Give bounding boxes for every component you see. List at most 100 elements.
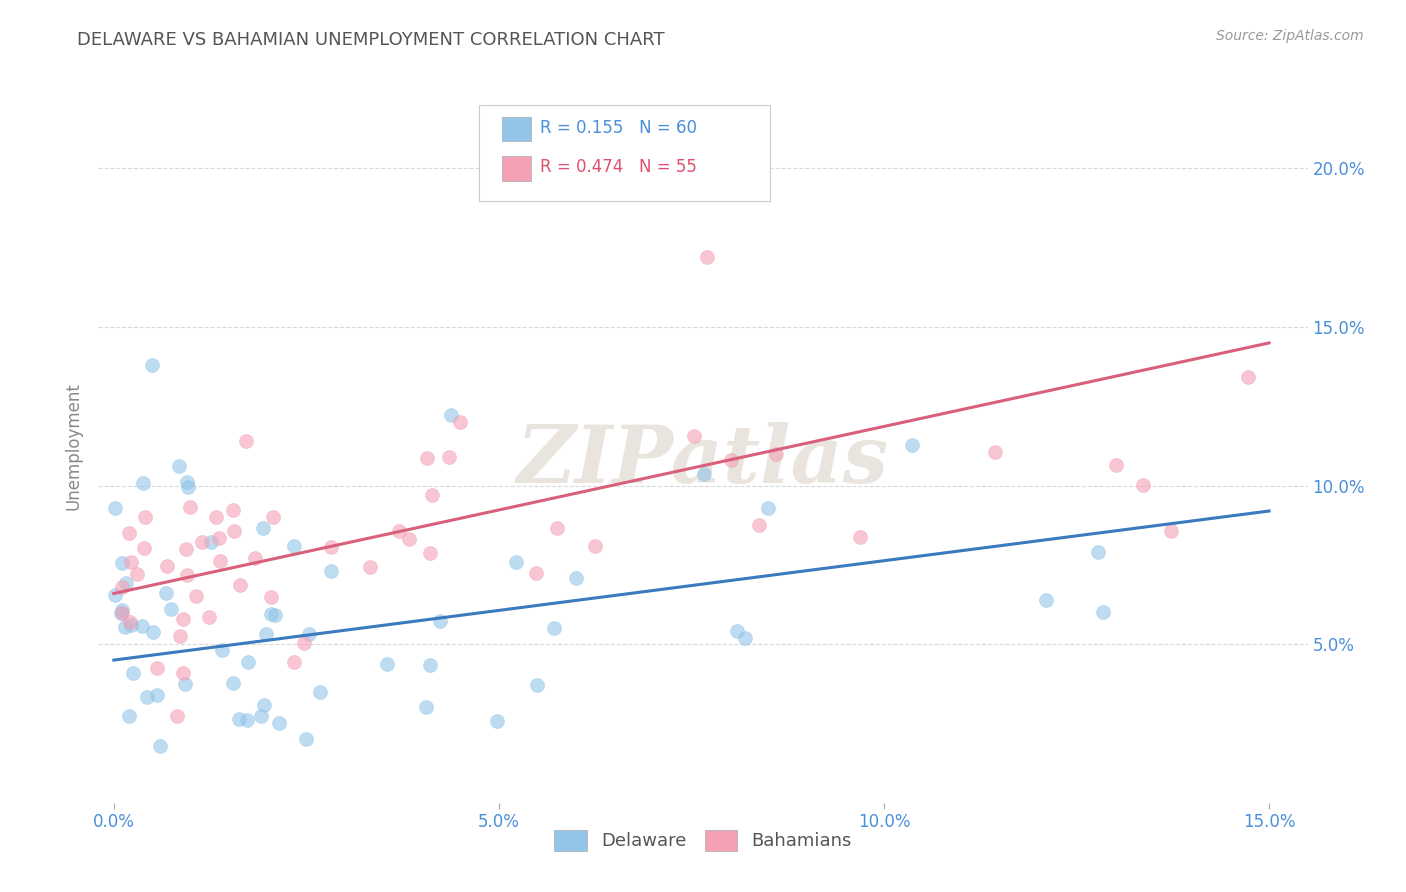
- Point: [1237, 369, 1260, 384]
- Point: [166, 708, 188, 723]
- Point: [146, 661, 169, 675]
- Point: [131, 619, 153, 633]
- FancyBboxPatch shape: [479, 105, 769, 202]
- Point: [419, 546, 441, 560]
- Point: [104, 588, 127, 602]
- FancyBboxPatch shape: [502, 156, 531, 180]
- Point: [388, 524, 411, 539]
- Point: [149, 739, 172, 753]
- Point: [292, 636, 315, 650]
- Point: [200, 535, 222, 549]
- Point: [118, 526, 141, 541]
- Point: [526, 678, 548, 692]
- Point: [110, 606, 132, 620]
- Point: [725, 624, 748, 639]
- Point: [236, 713, 259, 727]
- Point: [245, 551, 267, 566]
- Point: [283, 655, 305, 669]
- Point: [120, 555, 142, 569]
- Point: [416, 450, 439, 465]
- Point: [208, 531, 231, 545]
- Point: [104, 501, 127, 516]
- Point: [260, 607, 283, 621]
- Point: [748, 517, 770, 532]
- Point: [419, 658, 441, 673]
- Point: [211, 642, 233, 657]
- Point: [682, 428, 704, 442]
- Point: [983, 445, 1005, 459]
- Point: [583, 539, 606, 553]
- Point: [122, 666, 145, 681]
- Text: Source: ZipAtlas.com: Source: ZipAtlas.com: [1216, 29, 1364, 43]
- Point: [543, 621, 565, 635]
- Point: [485, 714, 508, 728]
- Point: [118, 615, 141, 629]
- Point: [114, 575, 136, 590]
- Point: [125, 567, 148, 582]
- Point: [132, 475, 155, 490]
- Point: [184, 589, 207, 603]
- Point: [283, 539, 305, 553]
- Point: [264, 608, 287, 623]
- Point: [176, 542, 198, 557]
- Point: [524, 566, 547, 581]
- Point: [142, 625, 165, 640]
- Point: [134, 510, 156, 524]
- Point: [221, 503, 243, 517]
- Point: [565, 571, 588, 585]
- Point: [111, 556, 134, 570]
- Point: [198, 610, 221, 624]
- Point: [235, 434, 257, 448]
- Point: [204, 510, 226, 524]
- Point: [136, 690, 159, 704]
- Point: [267, 715, 290, 730]
- Point: [765, 447, 787, 461]
- Point: [249, 709, 271, 723]
- Point: [114, 620, 136, 634]
- Point: [172, 612, 194, 626]
- Point: [681, 145, 703, 160]
- Point: [156, 558, 179, 573]
- Point: [146, 689, 169, 703]
- Point: [177, 480, 200, 494]
- Point: [172, 665, 194, 680]
- Point: [696, 250, 718, 264]
- Point: [440, 408, 463, 422]
- Point: [693, 467, 716, 481]
- Point: [222, 524, 245, 539]
- Point: [295, 731, 318, 746]
- Y-axis label: Unemployment: Unemployment: [65, 382, 83, 510]
- Point: [449, 415, 471, 429]
- Point: [209, 554, 232, 568]
- Point: [437, 450, 460, 465]
- Point: [191, 535, 214, 549]
- Point: [849, 530, 872, 544]
- Point: [429, 614, 451, 628]
- Point: [1132, 477, 1154, 491]
- Point: [260, 590, 283, 604]
- Point: [546, 521, 568, 535]
- Text: R = 0.155   N = 60: R = 0.155 N = 60: [540, 119, 697, 136]
- Legend: Delaware, Bahamians: Delaware, Bahamians: [547, 822, 859, 858]
- Point: [167, 459, 190, 474]
- Point: [169, 629, 191, 643]
- Point: [174, 677, 197, 691]
- Point: [222, 676, 245, 690]
- Point: [901, 438, 924, 452]
- Point: [160, 602, 183, 616]
- Text: ZIPatlas: ZIPatlas: [517, 422, 889, 499]
- Point: [359, 560, 381, 574]
- Point: [321, 541, 343, 555]
- Point: [1160, 524, 1182, 538]
- Point: [309, 685, 332, 699]
- Point: [120, 618, 142, 632]
- Point: [176, 475, 198, 490]
- FancyBboxPatch shape: [502, 117, 531, 141]
- Point: [179, 500, 201, 514]
- Point: [118, 709, 141, 723]
- Point: [734, 631, 756, 645]
- Point: [132, 541, 155, 555]
- Point: [758, 500, 780, 515]
- Point: [228, 577, 250, 591]
- Point: [110, 603, 132, 617]
